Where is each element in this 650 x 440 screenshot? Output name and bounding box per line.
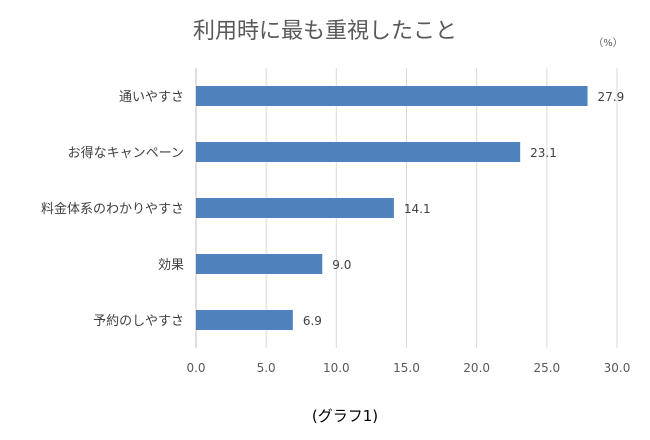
category-label: 通いやすさ — [119, 90, 184, 105]
x-tick-label: 10.0 — [323, 361, 350, 375]
x-tick-label: 25.0 — [533, 361, 560, 375]
unit-label: （%） — [593, 37, 623, 49]
bar — [196, 86, 588, 106]
category-label: 効果 — [158, 258, 184, 273]
bar — [196, 142, 521, 162]
data-label: 14.1 — [404, 202, 431, 216]
category-label: 予約のしやすさ — [93, 314, 184, 329]
bar — [196, 254, 323, 274]
data-label: 6.9 — [303, 314, 322, 328]
x-tick-label: 20.0 — [463, 361, 490, 375]
data-label: 23.1 — [530, 146, 557, 160]
category-label: お得なキャンペーン — [68, 145, 184, 161]
bar — [196, 198, 394, 218]
x-tick-label: 15.0 — [393, 361, 420, 375]
labels: 0.0 5.0 10.0 15.0 20.0 25.0 30.0 通いやすさ 27.9 お得なキャ… — [41, 90, 630, 375]
bar — [196, 310, 293, 330]
x-tick-label: 30.0 — [604, 361, 631, 375]
data-label: 9.0 — [332, 258, 351, 272]
data-label: 27.9 — [598, 90, 625, 104]
x-tick-label: 0.0 — [186, 361, 205, 375]
x-tick-label: 5.0 — [257, 361, 276, 375]
chart-title: 利用時に最も重視したこと — [193, 19, 457, 44]
bars — [196, 86, 588, 330]
graph-caption: (グラフ1) — [312, 407, 378, 425]
category-label: 料金体系のわかりやすさ — [41, 201, 184, 217]
